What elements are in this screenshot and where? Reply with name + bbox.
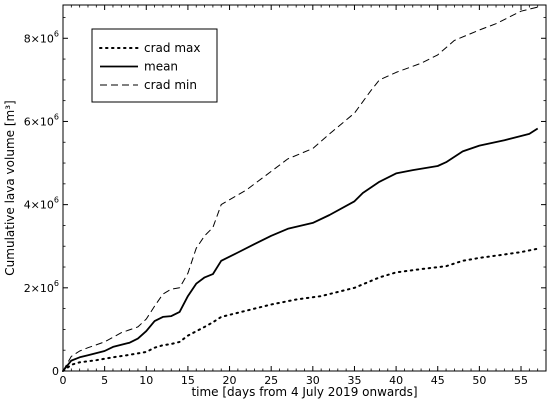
- x-tick-label: 55: [514, 374, 528, 387]
- x-axis-label: time [days from 4 July 2019 onwards]: [191, 385, 417, 399]
- y-tick-mantissa: 8×10: [24, 32, 54, 45]
- x-tick-label: 5: [101, 374, 108, 387]
- series-line-crad-min: [62, 6, 538, 372]
- y-tick-exponent: 6: [54, 112, 59, 121]
- legend-label: mean: [144, 60, 178, 74]
- x-tick-label: 15: [181, 374, 195, 387]
- y-tick-exponent: 6: [54, 29, 59, 38]
- x-tick-label: 10: [139, 374, 153, 387]
- y-tick-label: 4×106: [24, 196, 59, 212]
- y-tick-label: 6×106: [24, 112, 59, 128]
- x-tick-label: 30: [306, 374, 320, 387]
- legend-box: [91, 28, 218, 103]
- y-tick-label: 0: [52, 365, 59, 378]
- x-tick-label: 20: [223, 374, 237, 387]
- legend-label: crad min: [144, 78, 197, 92]
- series-line-crad-max: [62, 247, 539, 372]
- x-tick-label: 25: [264, 374, 278, 387]
- y-tick-mantissa: 6×10: [24, 115, 54, 128]
- x-tick-label: 45: [431, 374, 445, 387]
- y-tick-label: 8×106: [24, 29, 59, 45]
- legend-label: crad max: [144, 41, 200, 55]
- y-axis-label: Cumulative lava volume [m³]: [3, 100, 17, 275]
- y-tick-exponent: 6: [54, 196, 59, 205]
- x-tick-label: 0: [60, 374, 67, 387]
- y-tick-mantissa: 2×10: [24, 282, 54, 295]
- x-tick-label: 35: [347, 374, 361, 387]
- axis-ticks: 0 5 10 15 20 25 30 35 40 45 50 5502×1064×1066×1068×…: [24, 5, 546, 387]
- y-tick-label: 2×106: [24, 279, 59, 295]
- y-tick-mantissa: 4×10: [24, 199, 54, 212]
- legend: crad max mean crad min: [91, 28, 218, 103]
- y-tick-mantissa: 0: [52, 365, 59, 378]
- x-tick-label: 50: [472, 374, 486, 387]
- series-line-mean: [62, 127, 539, 372]
- x-tick-label: 40: [389, 374, 403, 387]
- series-lines: [62, 6, 539, 372]
- y-tick-exponent: 6: [54, 279, 59, 288]
